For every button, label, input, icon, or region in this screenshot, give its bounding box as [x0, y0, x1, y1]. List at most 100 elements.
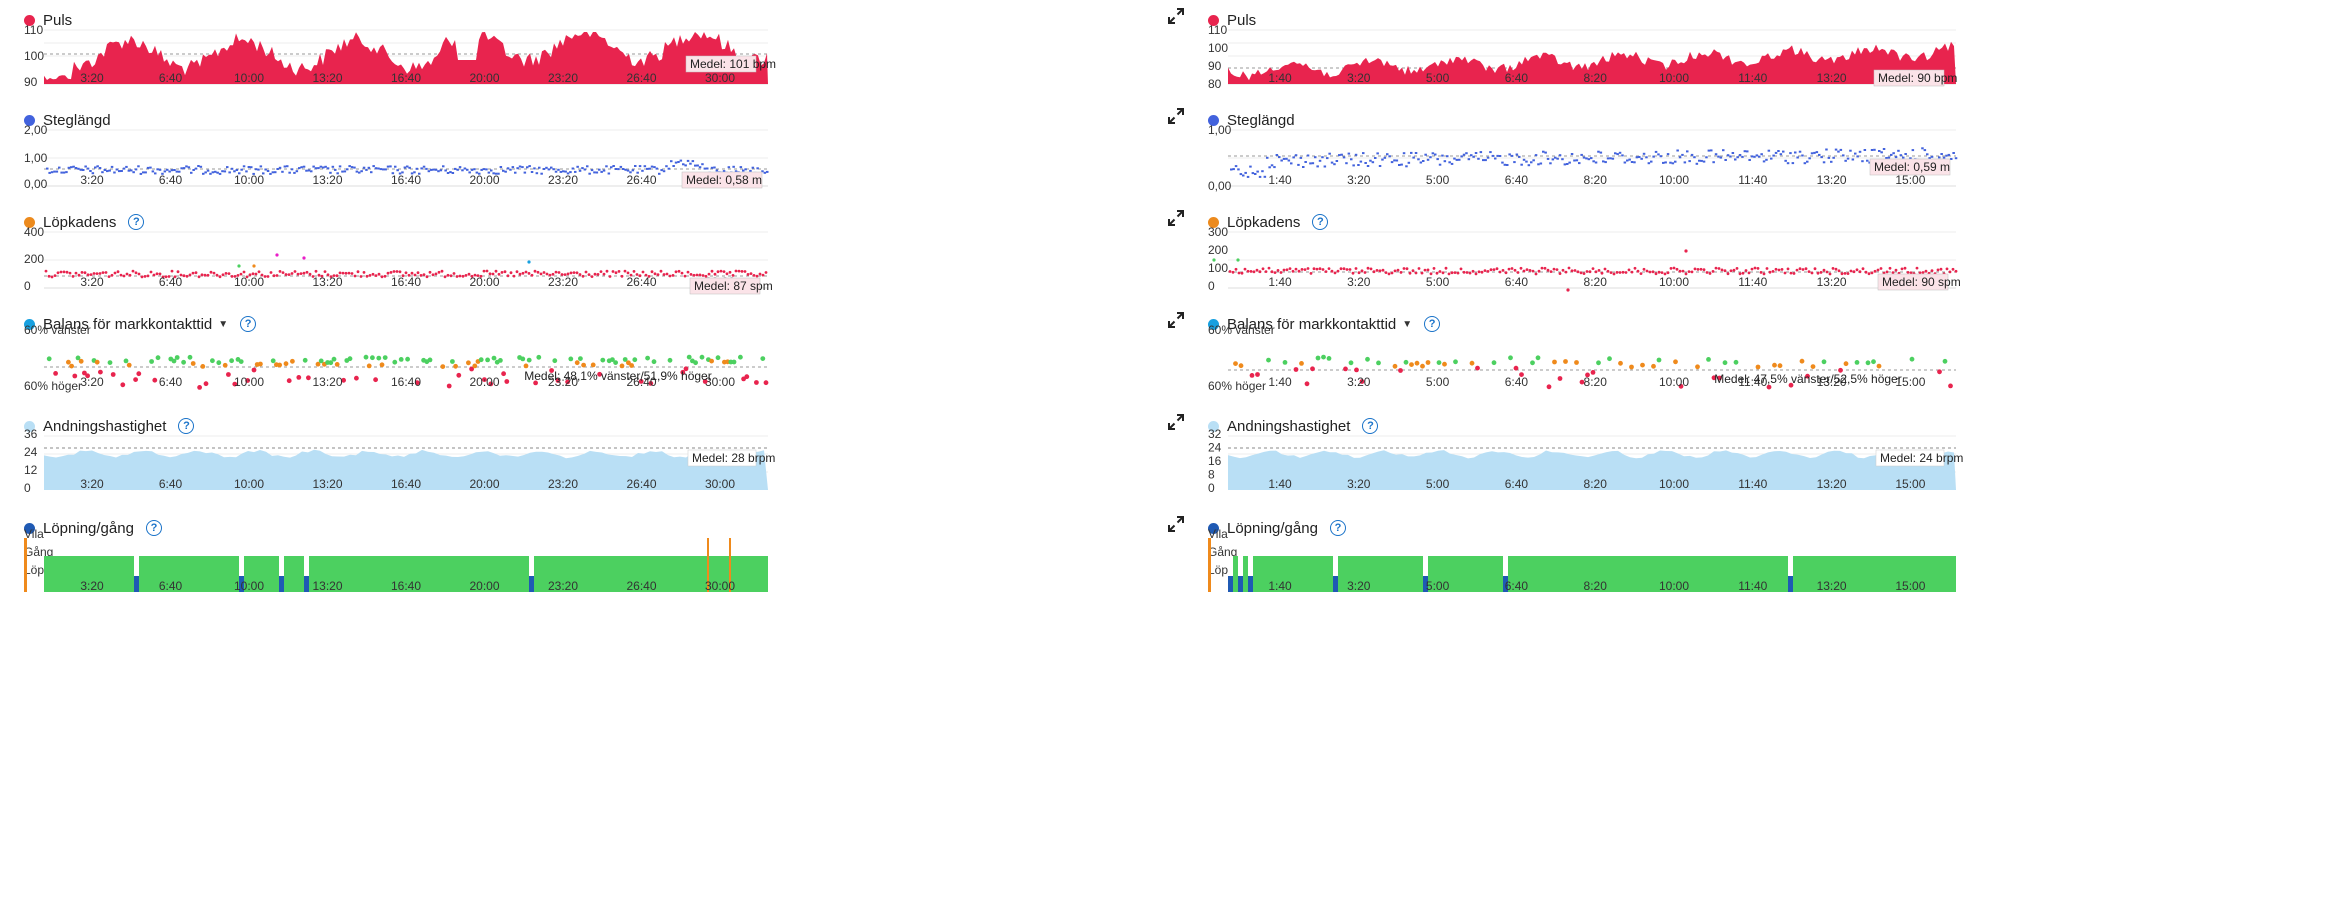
cadence-point [383, 274, 387, 278]
cadence-point [1468, 271, 1472, 275]
help-icon[interactable]: ? [1424, 316, 1441, 332]
cadence-point [1597, 269, 1601, 272]
cadence-point [689, 273, 693, 276]
cadence-point [1762, 272, 1766, 276]
run-segment [1333, 576, 1338, 592]
balance-point [1552, 359, 1557, 365]
cadence-point [374, 274, 378, 277]
stride-point [1477, 157, 1480, 160]
cadence-point [515, 270, 519, 274]
stride-point [1246, 175, 1250, 178]
stride-point [1712, 161, 1715, 164]
chevron-down-icon[interactable]: ▼ [218, 318, 229, 330]
help-icon[interactable]: ? [145, 520, 162, 536]
stride-point [1633, 161, 1636, 164]
cadence-outlier-point [1566, 288, 1570, 292]
help-icon[interactable]: ? [1329, 520, 1346, 536]
stride-point [1462, 153, 1466, 156]
balance-point [66, 359, 71, 365]
stride-point [1573, 159, 1576, 162]
expand-icon[interactable] [1168, 516, 1184, 532]
cadence-point [1825, 270, 1829, 274]
x-tick-label: 3:20 [1347, 71, 1371, 85]
stride-point [1347, 152, 1351, 155]
stride-point [581, 167, 584, 170]
expand-icon[interactable] [1168, 8, 1184, 24]
stride-point [1249, 165, 1252, 168]
cadence-point [1879, 267, 1883, 270]
help-icon[interactable]: ? [128, 214, 145, 230]
legend-dot [1208, 522, 1219, 534]
x-tick-label: 11:40 [1738, 477, 1767, 491]
cadence-point [1267, 266, 1271, 270]
stride-point [113, 171, 116, 174]
balance-point [568, 356, 574, 362]
stride-point [430, 168, 433, 171]
stride-point [1378, 165, 1382, 167]
stride-point [1275, 154, 1279, 156]
cadence-point [1717, 267, 1721, 270]
cadence-point [113, 271, 117, 275]
expand-icon[interactable] [1168, 108, 1184, 124]
balance-point [1810, 364, 1816, 369]
cadence-point [296, 272, 300, 276]
cadence-point [401, 274, 405, 278]
x-tick-label: 13:20 [1817, 71, 1847, 85]
balance-point [1579, 379, 1585, 385]
stride-point [401, 171, 404, 174]
cadence-point [551, 272, 555, 276]
balance-point [472, 363, 478, 369]
balance-point [498, 358, 503, 363]
cadence-point [1741, 271, 1745, 275]
cadence-point [1885, 270, 1889, 274]
help-icon[interactable]: ? [178, 418, 195, 434]
stride-point [204, 171, 207, 174]
chart-title: Löpkadens? [24, 212, 145, 232]
cadence-point [1558, 272, 1562, 275]
stride-point [264, 168, 267, 171]
cadence-point [1408, 271, 1412, 275]
stride-point [1362, 152, 1365, 155]
x-tick-label: 1:40 [1268, 375, 1292, 389]
cadence-point [119, 273, 123, 277]
expand-icon[interactable] [1168, 414, 1184, 430]
stride-point [1563, 163, 1567, 166]
chevron-down-icon[interactable]: ▼ [1402, 318, 1413, 330]
balance-point [1574, 360, 1579, 365]
stride-point [149, 166, 152, 169]
stride-point [1830, 160, 1833, 163]
cadence-point [347, 271, 351, 275]
cadence-point [155, 272, 159, 276]
balance-point [376, 355, 382, 361]
help-icon[interactable]: ? [1362, 418, 1379, 434]
stride-point [1952, 152, 1955, 154]
stride-point [521, 166, 524, 169]
stride-point [1333, 163, 1336, 166]
expand-icon[interactable] [1168, 210, 1184, 226]
cadence-point [662, 273, 666, 276]
rest-segment [707, 538, 709, 592]
stride-point [1842, 154, 1845, 157]
y-tick-label: 32 [1208, 427, 1222, 441]
stride-point [1342, 156, 1346, 159]
cadence-point [617, 270, 621, 273]
cadence-point [713, 272, 717, 276]
balance-point [478, 357, 484, 363]
balance-point [1607, 356, 1612, 362]
cadence-point [377, 272, 381, 276]
cadence-point [263, 275, 267, 278]
chart-title-label: Andningshastighet [43, 417, 167, 435]
help-icon[interactable]: ? [1312, 214, 1329, 230]
y-tick-label: 1,00 [24, 151, 48, 165]
x-tick-label: 5:00 [1426, 275, 1450, 289]
x-tick-label: 6:40 [1505, 579, 1529, 593]
expand-icon[interactable] [1168, 312, 1184, 328]
cadence-point [740, 270, 744, 273]
cadence-point [1384, 271, 1388, 274]
chart-title: Andningshastighet? [24, 416, 195, 436]
stride-point [1429, 156, 1432, 159]
help-icon[interactable]: ? [240, 316, 257, 332]
cadence-point [623, 269, 627, 273]
ground-contact-balance-panel: Balans för markkontakttid ▼? 60% vänster 60… [24, 304, 1184, 456]
stride-point [101, 171, 104, 174]
